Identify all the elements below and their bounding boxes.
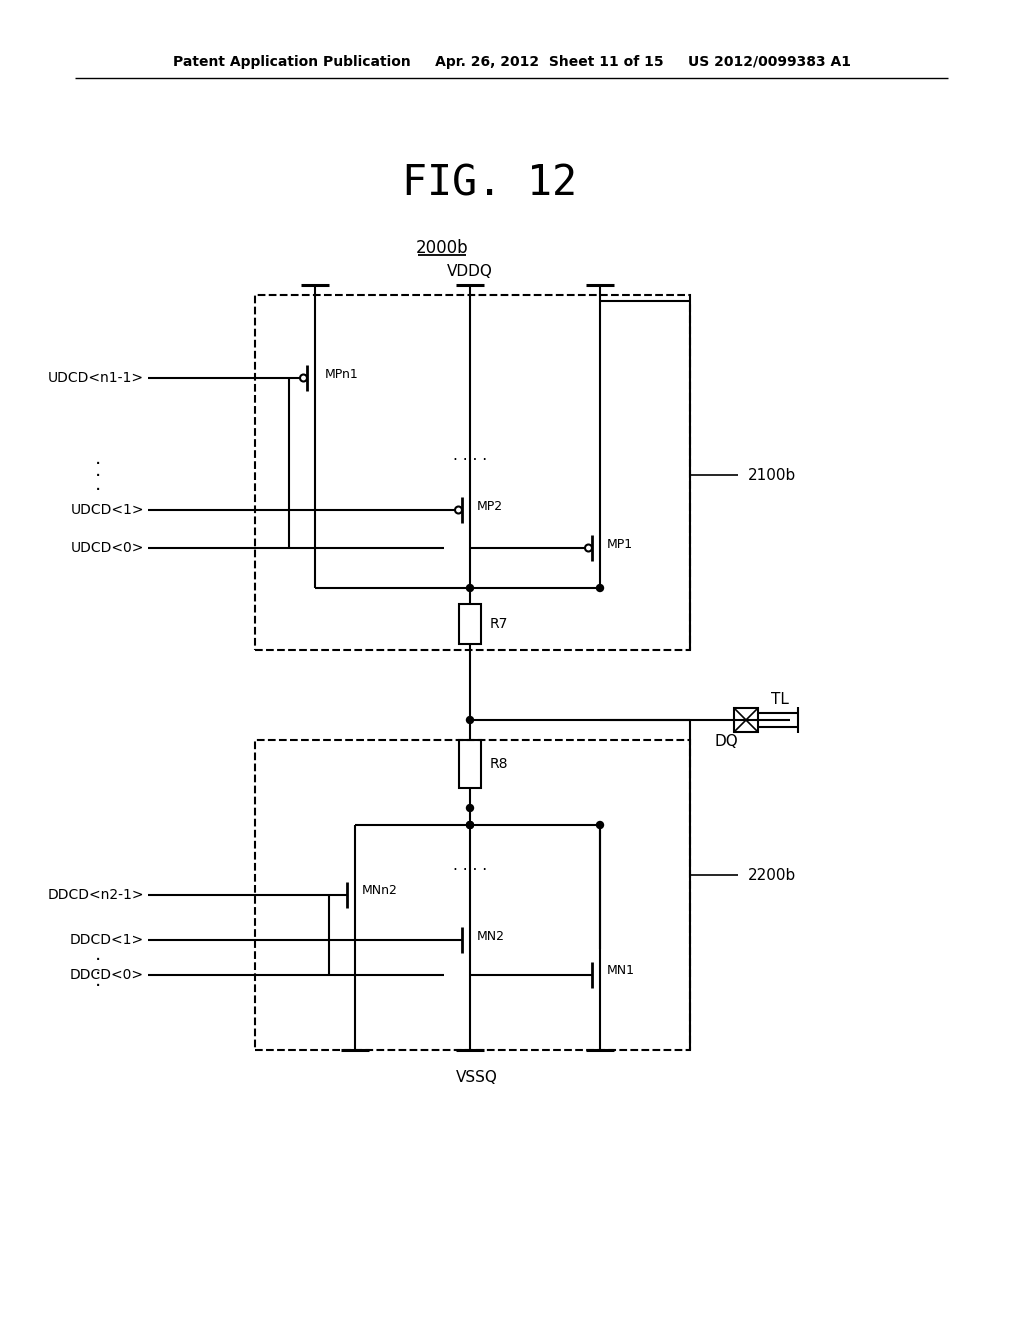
Circle shape bbox=[467, 821, 473, 829]
Circle shape bbox=[300, 375, 307, 381]
Circle shape bbox=[467, 717, 473, 723]
Text: 2100b: 2100b bbox=[748, 467, 797, 483]
Text: MN1: MN1 bbox=[607, 965, 635, 978]
Circle shape bbox=[597, 585, 603, 591]
Text: FIG. 12: FIG. 12 bbox=[402, 162, 578, 205]
Text: . . . .: . . . . bbox=[453, 858, 487, 873]
Text: .: . bbox=[95, 958, 101, 978]
Circle shape bbox=[467, 804, 473, 812]
Text: UDCD<0>: UDCD<0> bbox=[71, 541, 144, 554]
Text: DDCD<n2-1>: DDCD<n2-1> bbox=[47, 888, 144, 902]
Text: 2200b: 2200b bbox=[748, 867, 797, 883]
Text: .: . bbox=[95, 972, 101, 990]
Text: MN2: MN2 bbox=[477, 929, 505, 942]
Bar bbox=[255, 294, 690, 649]
Circle shape bbox=[585, 544, 592, 552]
Circle shape bbox=[467, 585, 473, 591]
Text: MNn2: MNn2 bbox=[362, 884, 398, 898]
Text: MPn1: MPn1 bbox=[325, 367, 358, 380]
Text: Patent Application Publication     Apr. 26, 2012  Sheet 11 of 15     US 2012/009: Patent Application Publication Apr. 26, … bbox=[173, 55, 851, 69]
Bar bbox=[459, 605, 481, 644]
Circle shape bbox=[597, 821, 603, 829]
Text: .: . bbox=[95, 462, 101, 480]
Circle shape bbox=[467, 821, 473, 829]
Text: DDCD<1>: DDCD<1> bbox=[70, 933, 144, 946]
Text: UDCD<1>: UDCD<1> bbox=[71, 503, 144, 517]
Text: R7: R7 bbox=[490, 616, 508, 631]
Text: TL: TL bbox=[771, 693, 788, 708]
Text: . . . .: . . . . bbox=[453, 447, 487, 462]
Text: VDDQ: VDDQ bbox=[447, 264, 493, 280]
Text: UDCD<n1-1>: UDCD<n1-1> bbox=[48, 371, 144, 385]
Text: .: . bbox=[95, 449, 101, 467]
Bar bbox=[255, 741, 690, 1049]
Text: .: . bbox=[95, 945, 101, 965]
Text: DQ: DQ bbox=[714, 734, 738, 750]
Text: 2000b: 2000b bbox=[416, 239, 468, 257]
Text: MP1: MP1 bbox=[607, 537, 633, 550]
Text: .: . bbox=[95, 474, 101, 494]
Bar bbox=[459, 739, 481, 788]
Text: VSSQ: VSSQ bbox=[456, 1071, 498, 1085]
Circle shape bbox=[455, 507, 462, 513]
Text: R8: R8 bbox=[490, 756, 509, 771]
Bar bbox=[734, 708, 758, 733]
Text: DDCD<0>: DDCD<0> bbox=[70, 968, 144, 982]
Text: MP2: MP2 bbox=[477, 499, 503, 512]
